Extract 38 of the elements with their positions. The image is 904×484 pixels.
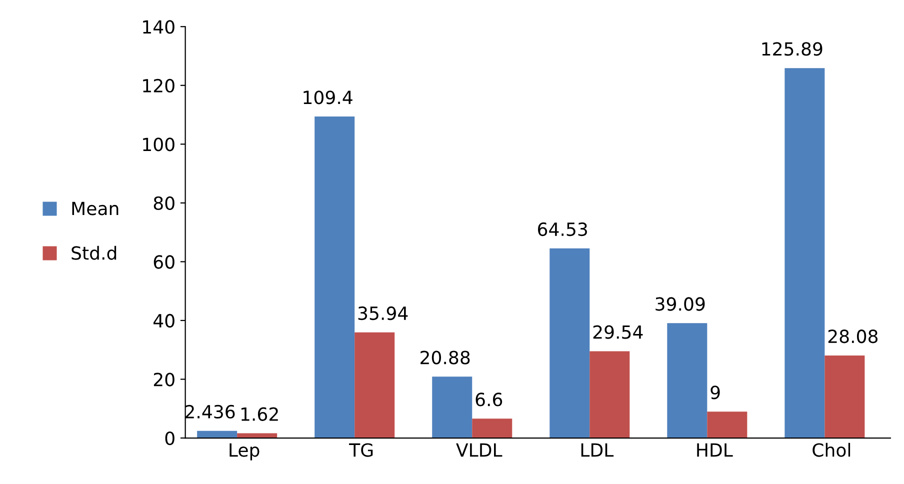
- y-tick-label: 0: [165, 431, 174, 446]
- bar: [197, 430, 238, 438]
- bar: [824, 356, 865, 438]
- x-tick-label: LDL: [581, 443, 614, 457]
- y-tick-label: 120: [143, 78, 174, 93]
- x-tick-label: Lep: [230, 443, 260, 460]
- y-tick-label: 140: [143, 20, 174, 34]
- bar: [432, 376, 472, 438]
- bar: [354, 332, 395, 438]
- bar: [590, 351, 630, 438]
- data-label: 29.54: [593, 325, 643, 339]
- x-tick-label: Chol: [812, 442, 850, 457]
- data-label: 1.62: [241, 407, 278, 421]
- y-tick-label: 80: [154, 196, 174, 210]
- data-label: 64.53: [538, 222, 587, 236]
- x-tick-label: HDL: [697, 443, 733, 457]
- y-tick-label: 60: [154, 255, 174, 269]
- x-tick-label: VLDL: [456, 443, 502, 457]
- x-tick-label: TG: [349, 443, 373, 457]
- y-tick-label: 20: [154, 372, 174, 386]
- bar: [550, 248, 590, 438]
- data-label: 109.4: [304, 90, 352, 104]
- data-label: 6.6: [476, 392, 502, 406]
- bar: [314, 116, 355, 438]
- data-label: 35.94: [358, 306, 408, 320]
- y-tick-label: 40: [154, 314, 174, 328]
- bar: [707, 412, 748, 438]
- bar: [784, 68, 825, 438]
- data-label: 28.08: [828, 330, 878, 344]
- legend-label: Mean: [72, 202, 118, 216]
- y-tick-label: 100: [143, 138, 174, 152]
- bar: [667, 323, 708, 438]
- data-label: 125.89: [762, 42, 822, 56]
- bar: [472, 418, 512, 438]
- data-label: 20.88: [420, 350, 470, 364]
- data-label: 9: [710, 386, 720, 400]
- data-label: 39.09: [656, 297, 705, 311]
- legend-label: Std.d: [72, 246, 116, 260]
